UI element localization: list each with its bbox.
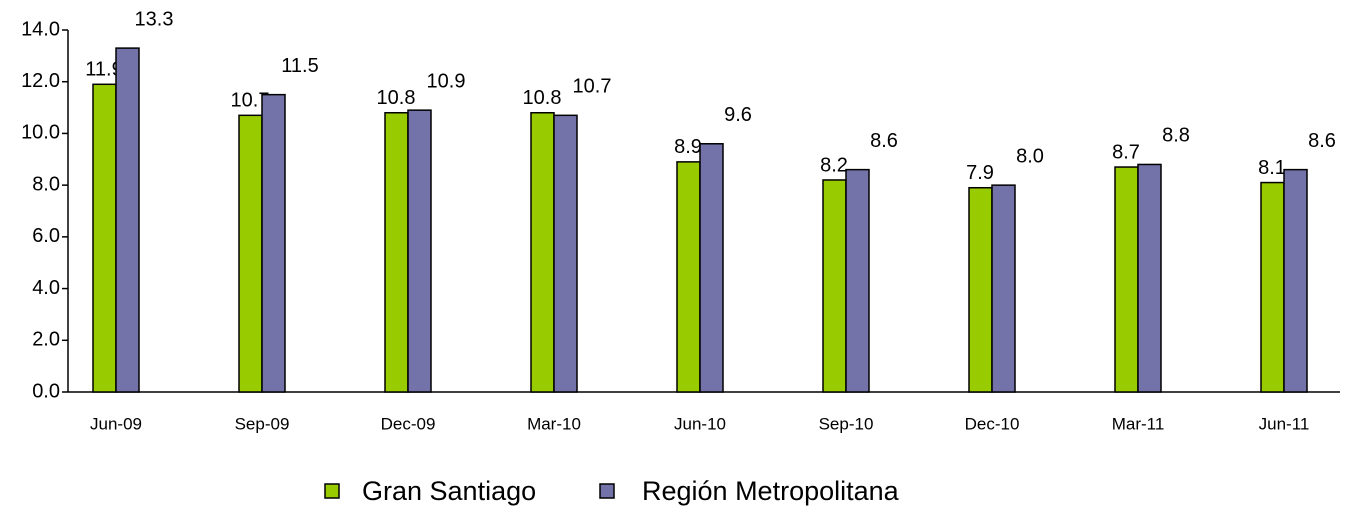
data-label: 8.8 xyxy=(1162,125,1190,147)
bar xyxy=(238,114,263,393)
data-label: 8.6 xyxy=(870,130,898,152)
x-tick-label: Dec-09 xyxy=(381,414,436,433)
data-label: 8.9 xyxy=(674,136,702,158)
data-label: 10.9 xyxy=(427,70,466,92)
x-tick-label: Jun-11 xyxy=(1259,414,1310,433)
bar xyxy=(115,47,140,393)
bar xyxy=(384,111,409,393)
bar xyxy=(530,111,555,393)
bar xyxy=(1137,163,1162,393)
x-tick-label: Sep-10 xyxy=(819,414,874,433)
y-tick-label: 10.0 xyxy=(21,122,60,144)
data-label: 10.8 xyxy=(377,87,416,109)
legend-label: Gran Santiago xyxy=(362,476,536,506)
data-label: 9.6 xyxy=(724,104,752,126)
data-label: 8.7 xyxy=(1112,141,1140,163)
x-tick-label: Jun-10 xyxy=(674,414,726,433)
bar xyxy=(822,179,847,393)
y-tick-label: 2.0 xyxy=(32,329,60,351)
x-tick-label: Sep-09 xyxy=(235,414,290,433)
data-label: 8.0 xyxy=(1016,145,1044,167)
data-label: 8.1 xyxy=(1258,157,1286,179)
data-label: 7.9 xyxy=(966,162,994,184)
data-label: 10.8 xyxy=(523,87,562,109)
bar xyxy=(1260,181,1285,393)
bar xyxy=(845,168,870,393)
bar xyxy=(553,114,578,393)
x-tick-label: Mar-11 xyxy=(1112,414,1165,433)
bar xyxy=(968,186,993,393)
bar xyxy=(676,161,701,393)
legend-swatch xyxy=(599,483,615,499)
data-label: 11.5 xyxy=(281,55,318,77)
data-label: 8.6 xyxy=(1308,130,1336,152)
bar xyxy=(991,184,1016,393)
legend-label: Región Metropolitana xyxy=(642,476,900,506)
bar xyxy=(699,143,724,393)
bar xyxy=(407,109,432,393)
data-label: 11.9 xyxy=(85,59,122,81)
y-tick-label: 14.0 xyxy=(21,18,60,40)
x-tick-label: Jun-09 xyxy=(90,414,142,433)
legend-swatch xyxy=(324,483,340,499)
bar xyxy=(92,83,117,393)
x-tick-label: Mar-10 xyxy=(527,414,581,433)
bar xyxy=(1114,166,1139,393)
data-label: 8.2 xyxy=(820,154,848,176)
x-tick-label: Dec-10 xyxy=(965,414,1020,433)
data-label: 13.3 xyxy=(135,8,174,30)
y-tick-label: 8.0 xyxy=(32,173,60,195)
y-tick-label: 12.0 xyxy=(21,70,60,92)
y-tick-label: 4.0 xyxy=(32,277,60,299)
data-label: 10.7 xyxy=(231,90,270,112)
bar xyxy=(1283,168,1308,393)
y-tick-label: 6.0 xyxy=(32,225,60,247)
data-label: 10.7 xyxy=(573,76,612,98)
y-tick-label: 0.0 xyxy=(32,380,60,402)
bar xyxy=(261,93,286,393)
